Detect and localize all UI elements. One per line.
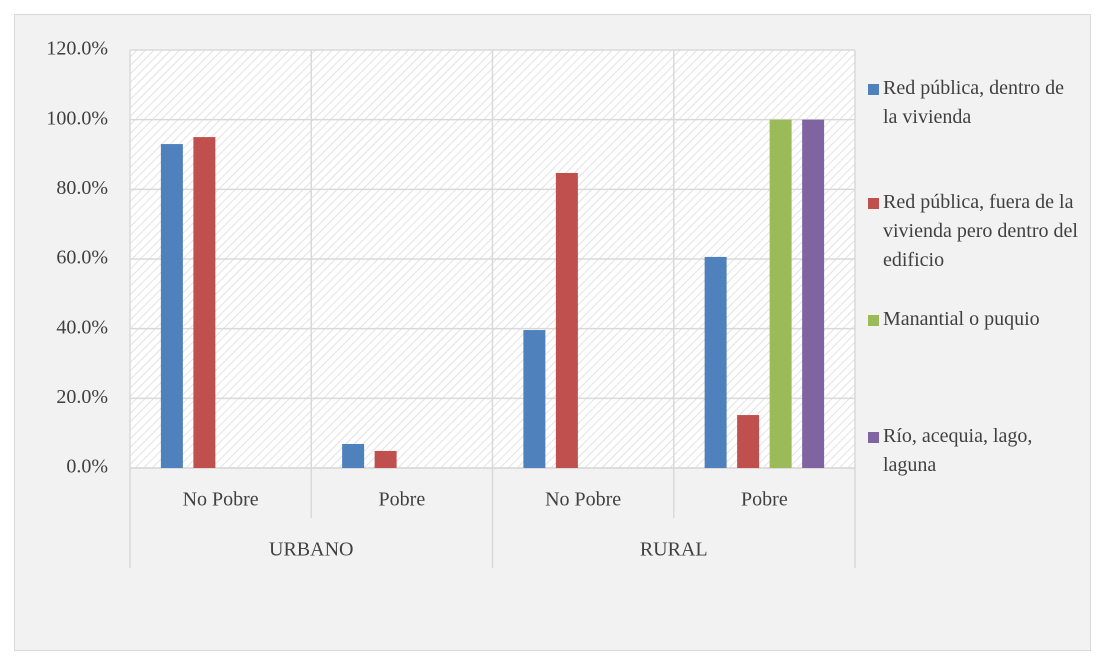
y-tick-label: 20.0% (56, 386, 108, 408)
legend-entry: Manantial o puquio (868, 305, 1090, 334)
x-tick-label: No Pobre (545, 489, 621, 511)
legend-swatch (868, 315, 879, 326)
legend-swatch (868, 432, 879, 443)
y-tick-label: 40.0% (56, 316, 108, 338)
legend-entry: Red pública, dentro de la vivienda (868, 74, 1090, 132)
bar (802, 119, 825, 469)
x-tick-label: Pobre (379, 489, 426, 511)
legend-swatch (868, 198, 879, 209)
bar (555, 172, 578, 468)
group-label: URBANO (269, 539, 353, 561)
bar (160, 144, 183, 469)
bar (704, 256, 727, 468)
x-tick-label: Pobre (741, 489, 788, 511)
bar (737, 415, 760, 468)
bar (374, 450, 397, 468)
bar (342, 443, 365, 468)
legend-swatch (868, 84, 879, 95)
y-tick-label: 80.0% (56, 177, 108, 199)
y-tick-label: 0.0% (66, 456, 108, 478)
legend-label: Manantial o puquio (883, 308, 1040, 330)
group-label: RURAL (640, 539, 708, 561)
x-tick-label: No Pobre (183, 489, 259, 511)
bar (193, 137, 216, 469)
y-tick-label: 60.0% (56, 247, 108, 269)
legend-entry: Río, acequia, lago, laguna (868, 422, 1090, 480)
legend-label: Río, acequia, lago, laguna (883, 425, 1033, 476)
legend-label: Red pública, dentro de la vivienda (883, 77, 1065, 128)
y-tick-label: 100.0% (46, 107, 108, 129)
legend-entry: Red pública, fuera de la vivienda pero d… (868, 188, 1090, 275)
y-tick-label: 120.0% (46, 38, 108, 60)
bar (523, 330, 546, 468)
bar (769, 119, 792, 469)
legend-label: Red pública, fuera de la vivienda pero d… (883, 191, 1078, 271)
